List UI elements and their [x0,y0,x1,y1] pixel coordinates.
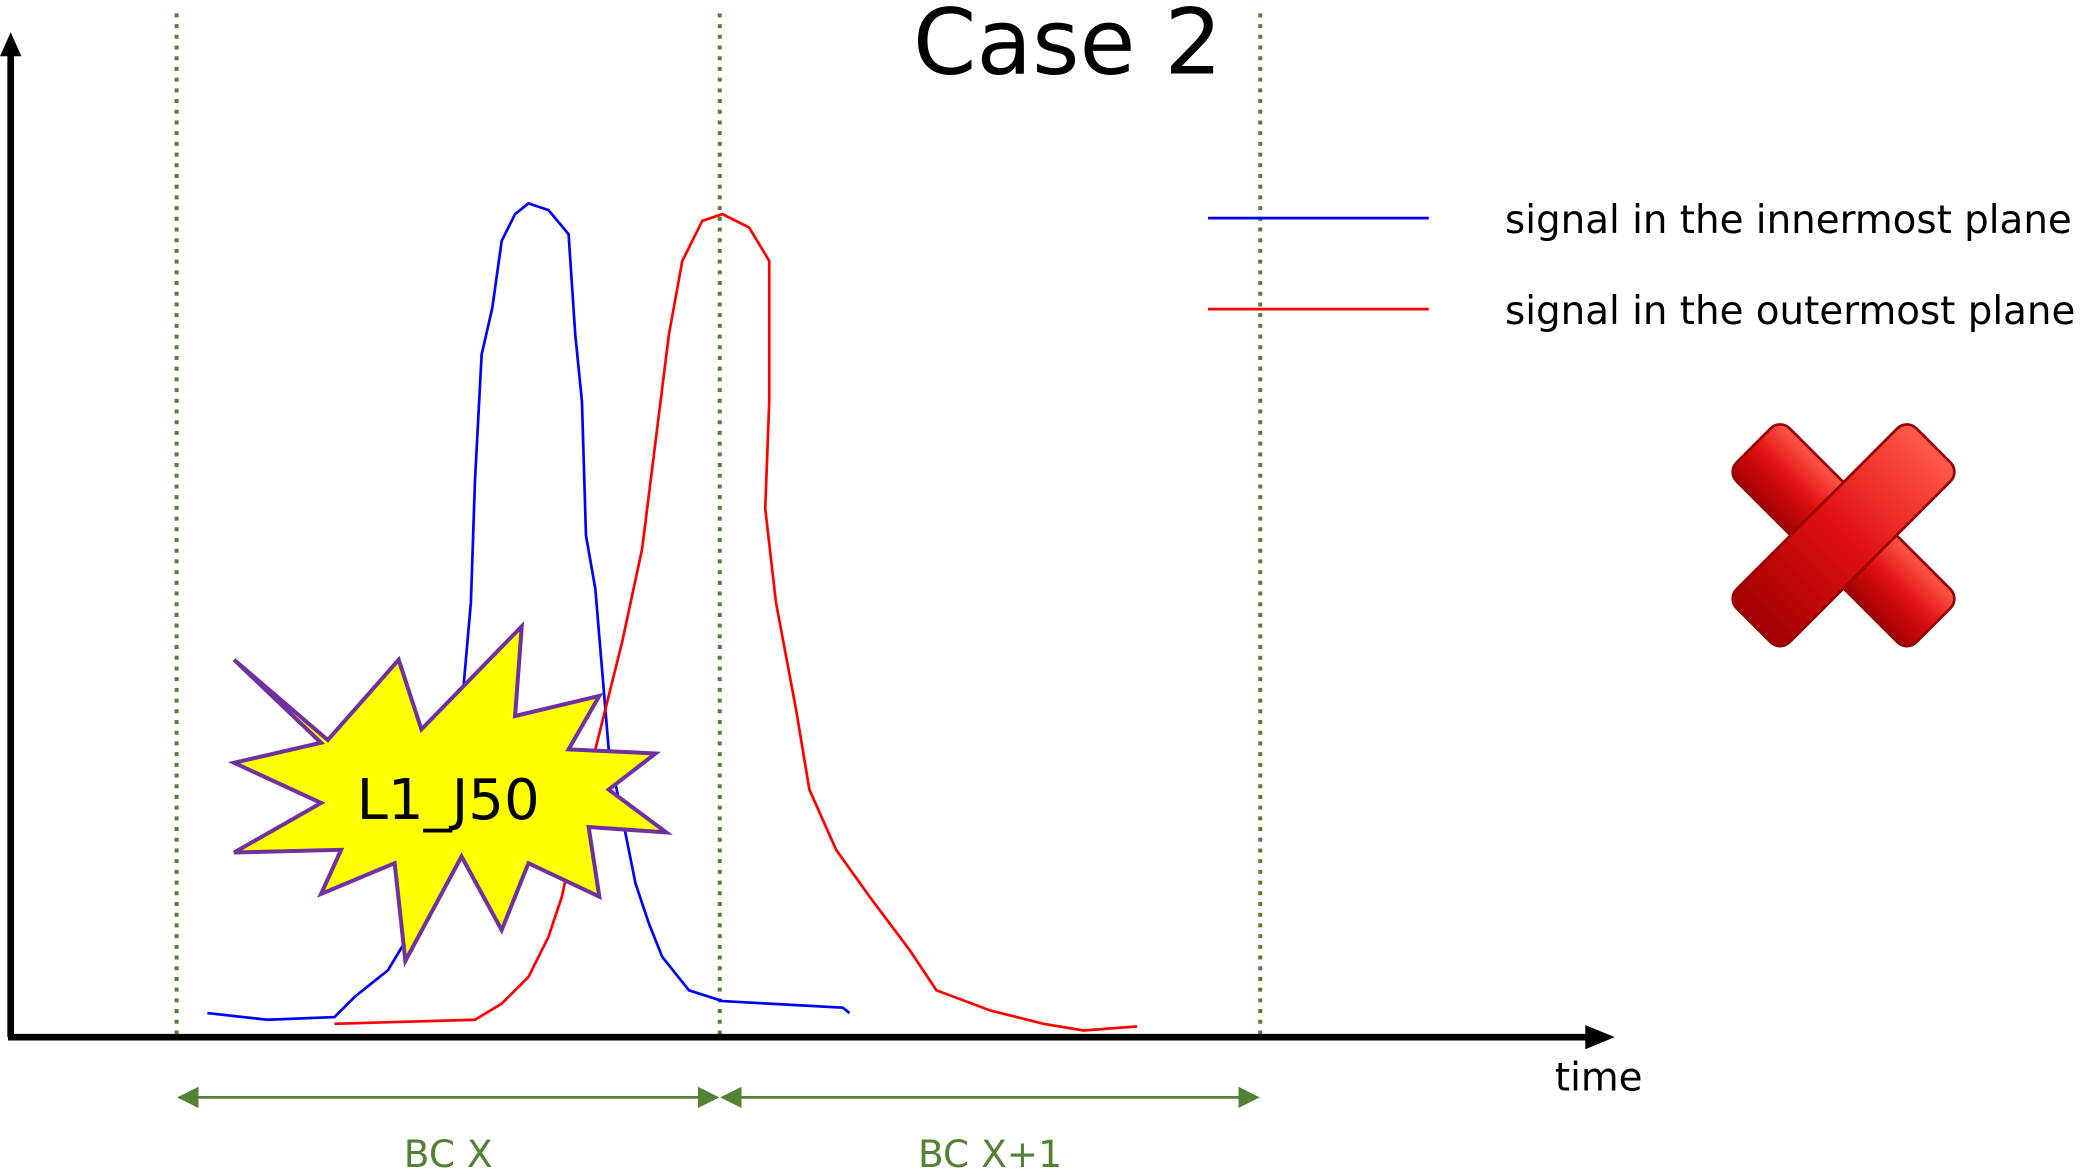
title: Case 2 [913,0,1222,96]
outer-signal [334,212,1138,1032]
fail-icon [1731,423,1956,648]
trigger-star [227,620,673,968]
bc-label: BC X+1 [918,1132,1062,1175]
trigger-label: L1_J50 [357,768,540,833]
x-axis-label: time [1555,1056,1643,1101]
inner-signal [207,201,851,1022]
x-axis-arrow [1585,1025,1615,1050]
y-axis-arrow [0,32,22,57]
legend-label: signal in the innermost plane [1505,198,2072,243]
legend-label: signal in the outermost plane [1505,289,2075,334]
bc-label: BC X [404,1132,493,1175]
